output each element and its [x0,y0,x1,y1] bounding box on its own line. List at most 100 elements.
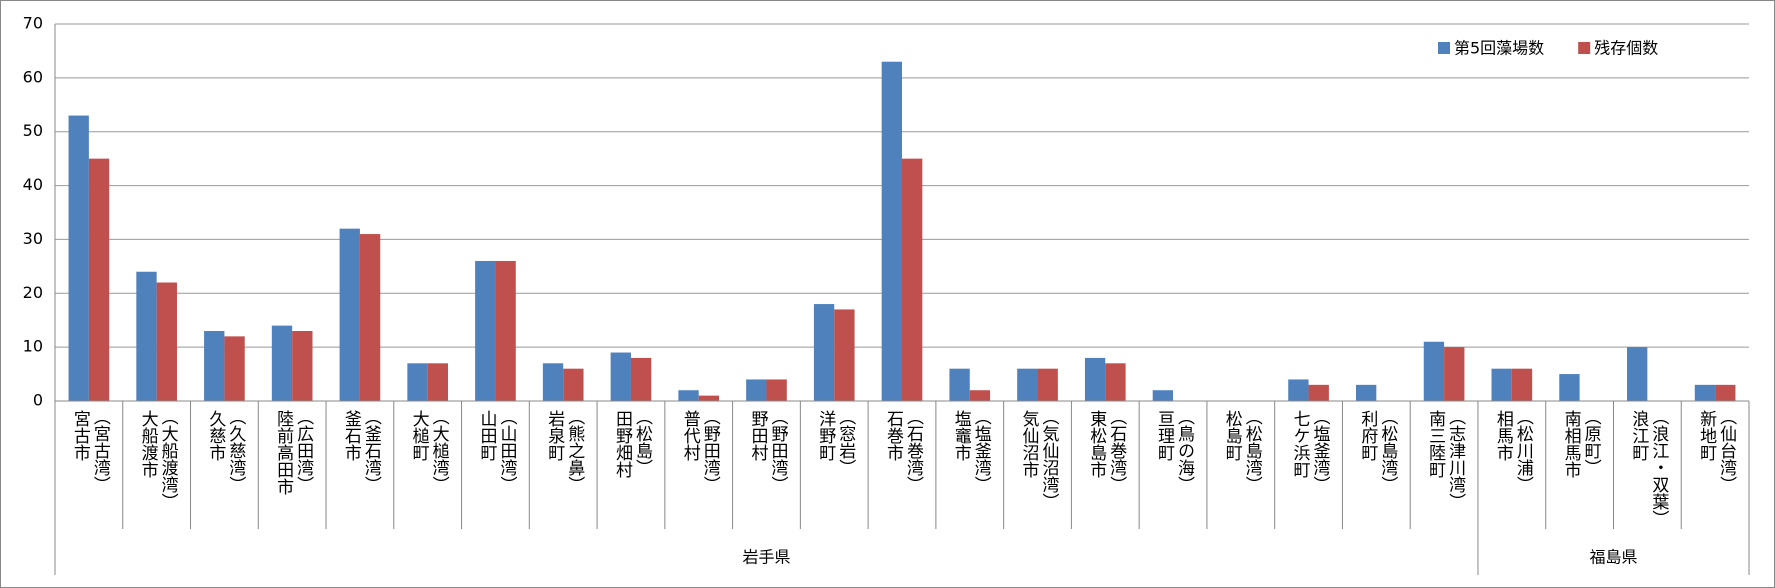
x-tick-label: （大船渡湾） [158,408,179,510]
x-tick-label: （原町） [1581,408,1602,476]
bar [339,228,360,401]
bar [610,352,631,401]
bar [88,158,110,401]
x-tick-label: （塩釜湾） [1310,408,1331,493]
x-tick-label: 石巻市 [883,410,904,461]
x-tick-label: 南相馬市 [1561,410,1582,478]
x-tick-label: （仙台湾） [1716,408,1737,493]
bar [407,363,428,401]
x-tick-label: （松島） [632,408,653,476]
legend-swatch [1578,42,1591,54]
bar [292,330,313,401]
x-tick-label: （熊之鼻） [564,408,585,493]
x-tick-label: 洋野町 [815,410,836,461]
y-tick-label: 40 [23,175,43,194]
legend-label: 残存個数 [1594,39,1658,58]
bar [271,325,293,401]
x-tick-label: 新地町 [1696,410,1717,461]
x-tick-label: （松川浦） [1513,408,1534,493]
x-tick-label: 陸前高田市 [273,410,294,495]
x-tick-label: 浪江町 [1628,410,1649,461]
x-tick-label: （塩釜湾） [971,408,992,493]
x-tick-label: （野田湾） [700,408,721,493]
x-tick-label: 南三陸町 [1425,410,1445,478]
bar [475,260,496,401]
bar [902,158,923,401]
bar [359,234,381,401]
bar [949,368,970,401]
x-tick-label: （大槌湾） [429,408,450,493]
bar [1288,379,1309,401]
bar [834,309,855,401]
bar [495,260,516,401]
bar [1715,384,1736,401]
bar [563,368,584,401]
bar [746,379,767,401]
x-tick-label: 塩竈市 [951,410,972,461]
bar [1017,368,1038,401]
y-tick-label: 60 [23,67,43,86]
legend-label: 第5回藻場数 [1454,39,1544,58]
x-tick-label: （釜石湾） [361,408,382,493]
bar [1152,390,1174,401]
bar [766,379,787,401]
bar [1105,363,1126,401]
x-tick-label: （石巻湾） [1106,408,1127,493]
x-tick-label: （松島湾） [1242,408,1263,493]
x-tick-label: 利府町 [1357,410,1378,461]
x-tick-label: 釜石市 [341,410,362,461]
x-tick-label: （志津川湾） [1445,408,1466,510]
bar [969,390,991,401]
y-tick-label: 10 [23,337,43,356]
x-tick-label: （広田湾） [293,408,314,493]
x-tick-label: 岩泉町 [544,410,565,461]
bar [1423,341,1445,401]
bar [1559,374,1580,401]
x-tick-label: 七ケ浜町 [1290,410,1311,478]
group-label: 岩手県 [742,548,790,567]
bar [542,363,564,401]
bar [156,282,177,401]
bar [136,271,157,401]
x-tick-label: 山田町 [476,410,496,461]
bar [1694,384,1716,401]
x-tick-label: 松島町 [1222,410,1243,461]
bar [678,390,699,401]
x-tick-label: 亘理町 [1154,410,1175,461]
group-label: 福島県 [1589,548,1637,567]
x-tick-label: 宮古市 [70,410,91,461]
x-tick-label: 大槌町 [409,410,430,461]
legend-swatch [1438,42,1450,54]
x-tick-label: （山田湾） [496,408,517,493]
x-tick-label: （野田湾） [767,408,788,493]
x-tick-label: 野田村 [747,410,768,461]
bar [1037,368,1058,401]
bar [427,363,449,401]
x-tick-label: 相馬市 [1493,410,1514,461]
bar [1084,357,1106,401]
x-tick-label: （気仙沼湾） [1039,408,1060,510]
x-tick-label: 田野畑村 [612,410,633,478]
x-tick-label: 普代村 [680,410,701,461]
y-tick-label: 20 [23,283,43,302]
x-tick-label: 気仙沼市 [1019,410,1040,478]
y-tick-label: 0 [33,391,43,410]
bar [68,115,89,402]
y-tick-label: 70 [23,14,43,33]
x-tick-label: （浪江・双葉） [1648,408,1669,527]
bar [1444,347,1465,401]
bar [881,61,902,401]
bar [630,357,652,401]
bar [1308,384,1329,401]
y-tick-label: 50 [23,121,43,140]
bar [224,336,245,401]
x-tick-label: 大船渡市 [138,410,159,478]
bar [698,395,720,401]
x-tick-label: （石巻湾） [903,408,924,493]
x-tick-label: 東松島市 [1086,410,1107,478]
y-tick-label: 30 [23,229,43,248]
bar [1491,368,1512,401]
bar [1627,347,1648,401]
x-tick-label: （鳥の海） [1174,408,1195,493]
